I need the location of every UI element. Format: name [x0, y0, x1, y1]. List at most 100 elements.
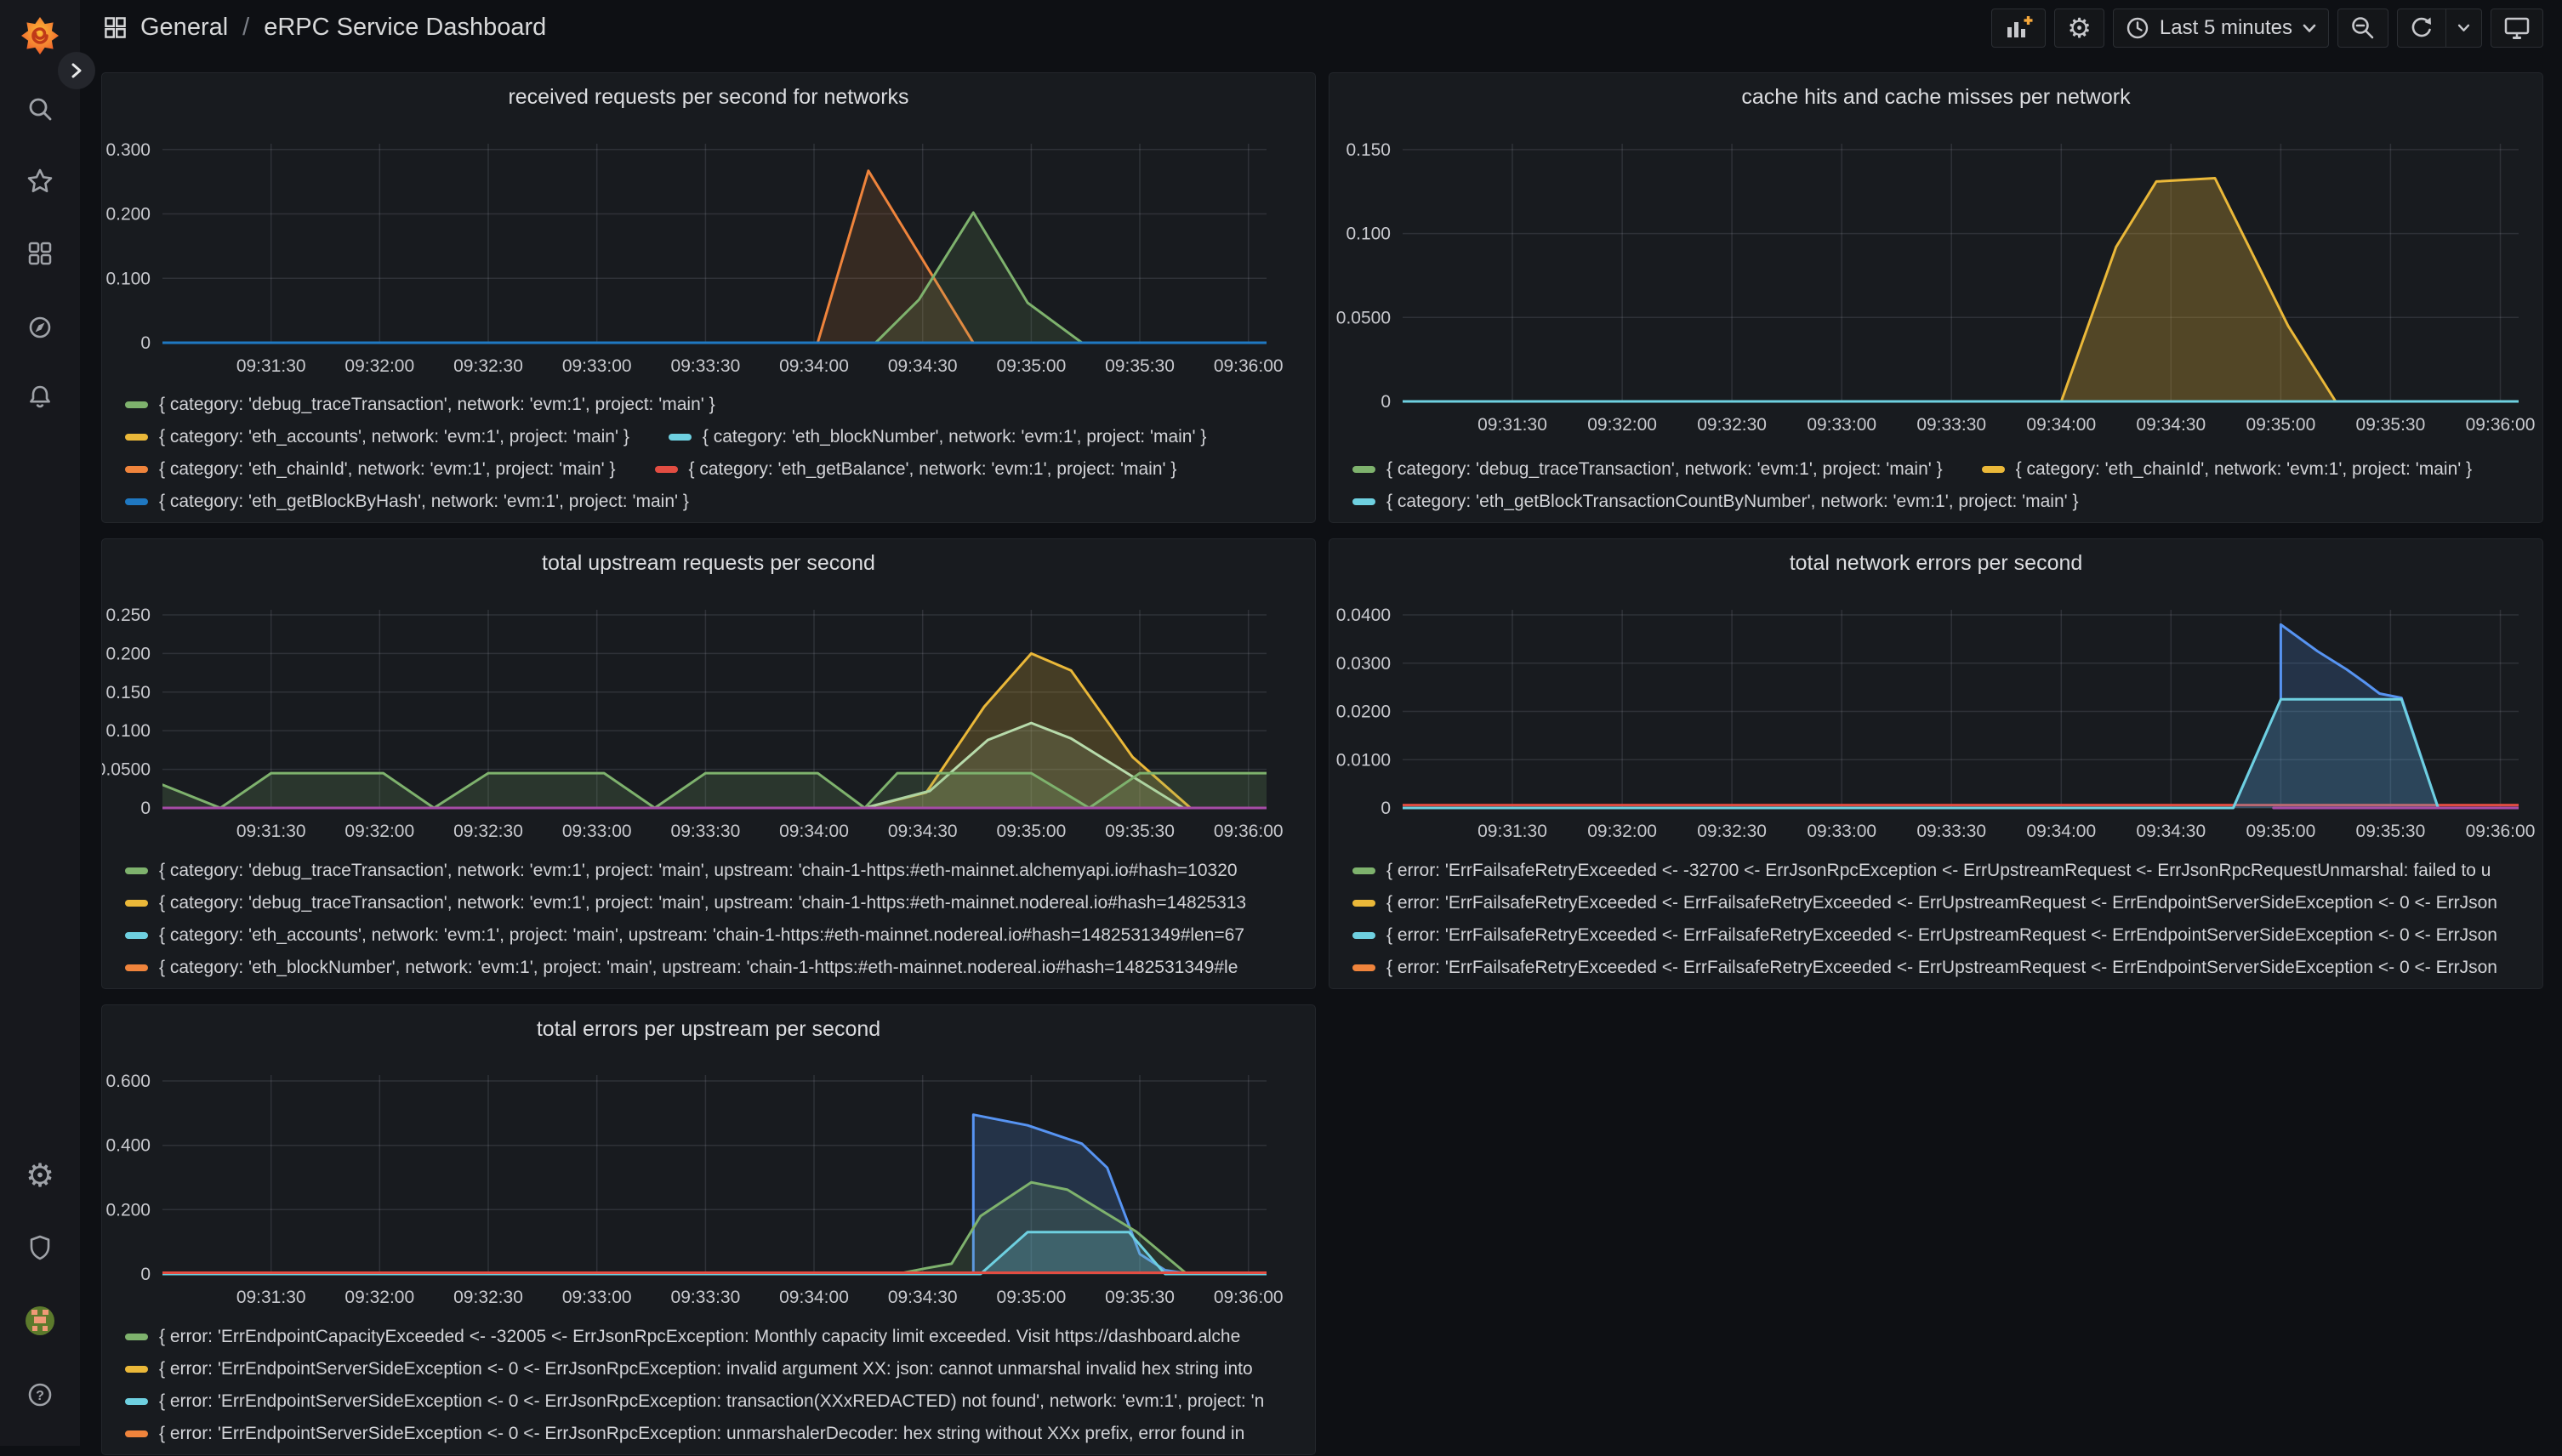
refresh-button[interactable] — [2398, 9, 2445, 47]
svg-text:?: ? — [36, 1389, 44, 1403]
panel-title[interactable]: total errors per upstream per second — [536, 1017, 881, 1041]
legend-item[interactable]: { category: 'eth_blockNumber', network: … — [668, 427, 1206, 447]
legend-item[interactable]: { category: 'eth_getBalance', network: '… — [654, 459, 1177, 480]
svg-text:09:35:00: 09:35:00 — [997, 356, 1067, 376]
refresh-interval-dropdown[interactable] — [2445, 9, 2481, 47]
legend-label: { category: 'eth_accounts', network: 'ev… — [159, 925, 1245, 945]
legend-item[interactable]: { error: 'ErrFailsafeRetryExceeded <- Er… — [1352, 925, 2497, 946]
svg-text:09:33:30: 09:33:30 — [1916, 822, 1986, 841]
legend-swatch — [125, 932, 148, 939]
legend-swatch — [125, 466, 148, 473]
svg-text:09:32:00: 09:32:00 — [344, 1288, 414, 1307]
svg-text:09:35:00: 09:35:00 — [997, 822, 1067, 841]
zoom-out-icon — [2352, 17, 2374, 39]
legend-row: { category: 'eth_getBlockByHash', networ… — [125, 486, 1307, 518]
legend-label: { category: 'debug_traceTransaction', ne… — [159, 893, 1247, 913]
svg-text:0.100: 0.100 — [1346, 225, 1391, 244]
legend-swatch — [125, 900, 148, 907]
sidebar-item-profile[interactable] — [0, 1305, 80, 1336]
svg-text:09:32:00: 09:32:00 — [344, 356, 414, 376]
svg-text:09:34:30: 09:34:30 — [2136, 822, 2206, 841]
panel-title[interactable]: received requests per second for network… — [508, 85, 909, 109]
legend-label: { category: 'debug_traceTransaction', ne… — [159, 395, 715, 414]
legend-label: { category: 'eth_accounts', network: 'ev… — [159, 427, 629, 446]
svg-text:09:31:30: 09:31:30 — [236, 1288, 306, 1307]
dashboard-settings-button[interactable]: ⚙ — [2054, 9, 2104, 48]
svg-text:09:34:00: 09:34:00 — [2026, 822, 2096, 841]
legend-row: { error: 'ErrFailsafeRetryExceeded <- -3… — [1352, 855, 2534, 887]
legend-item[interactable]: { error: 'ErrEndpointServerSideException… — [125, 1359, 1253, 1379]
legend-label: { error: 'ErrEndpointServerSideException… — [159, 1424, 1245, 1443]
svg-text:09:32:30: 09:32:30 — [1697, 415, 1767, 435]
svg-text:0.100: 0.100 — [105, 721, 151, 741]
svg-text:09:34:00: 09:34:00 — [779, 822, 849, 841]
panel-p2: cache hits and cache misses per network 0… — [1329, 72, 2543, 523]
legend-item[interactable]: { error: 'ErrEndpointServerSideException… — [125, 1391, 1264, 1412]
chevron-right-icon — [71, 63, 82, 78]
sidebar-item-server-admin[interactable] — [0, 1233, 80, 1262]
legend-swatch — [1352, 466, 1375, 473]
svg-text:0.0200: 0.0200 — [1336, 702, 1391, 722]
legend-item[interactable]: { category: 'eth_getBlockByHash', networ… — [125, 492, 689, 512]
zoom-out-button[interactable] — [2337, 9, 2388, 48]
sidebar-item-explore[interactable] — [0, 313, 80, 342]
add-panel-button[interactable] — [1991, 9, 2047, 48]
legend-item[interactable]: { category: 'debug_traceTransaction', ne… — [125, 861, 1238, 881]
sidebar-item-dashboards[interactable] — [0, 239, 80, 268]
legend-swatch — [125, 434, 148, 441]
svg-text:09:32:00: 09:32:00 — [1587, 415, 1657, 435]
legend-item[interactable]: { category: 'debug_traceTransaction', ne… — [1352, 459, 1943, 480]
sidebar-item-starred[interactable] — [0, 167, 80, 196]
svg-text:09:36:00: 09:36:00 — [1214, 1288, 1284, 1307]
legend-item[interactable]: { error: 'ErrFailsafeRetryExceeded <- Er… — [1352, 893, 2497, 913]
legend-item[interactable]: { error: 'ErrEndpointServerSideException… — [125, 1424, 1244, 1444]
breadcrumb-folder[interactable]: General — [140, 14, 229, 41]
kiosk-tv-mode-button[interactable] — [2491, 9, 2543, 48]
legend-item[interactable]: { category: 'eth_accounts', network: 'ev… — [125, 427, 629, 447]
legend-row: { category: 'eth_accounts', network: 'ev… — [125, 421, 1307, 453]
legend-item[interactable]: { category: 'eth_accounts', network: 'ev… — [125, 925, 1244, 946]
panel-title[interactable]: cache hits and cache misses per network — [1741, 85, 2131, 109]
refresh-icon — [2411, 17, 2431, 37]
legend-row: { category: 'debug_traceTransaction', ne… — [125, 855, 1307, 887]
svg-text:09:34:30: 09:34:30 — [2136, 415, 2206, 435]
legend-item[interactable]: { category: 'debug_traceTransaction', ne… — [125, 395, 715, 415]
legend-item[interactable]: { category: 'eth_chainId', network: 'evm… — [125, 459, 616, 480]
svg-text:09:32:00: 09:32:00 — [344, 822, 414, 841]
sidebar-item-alerting[interactable] — [0, 383, 80, 412]
panel-title[interactable]: total network errors per second — [1789, 551, 2083, 575]
legend-label: { category: 'eth_blockNumber', network: … — [159, 958, 1238, 977]
breadcrumb: General / eRPC Service Dashboard — [103, 14, 546, 42]
legend-row: { error: 'ErrEndpointServerSideException… — [125, 1353, 1307, 1385]
svg-text:09:31:30: 09:31:30 — [1477, 822, 1547, 841]
sidebar-item-configuration[interactable]: ⚙ — [0, 1160, 80, 1192]
legend-row: { error: 'ErrEndpointCapacityExceeded <-… — [125, 1321, 1307, 1353]
svg-text:0: 0 — [140, 333, 151, 353]
legend-row: { category: 'eth_getBlockTransactionCoun… — [1352, 486, 2534, 518]
legend-item[interactable]: { category: 'eth_getBlockTransactionCoun… — [1352, 492, 2079, 512]
legend-item[interactable]: { category: 'eth_blockNumber', network: … — [125, 958, 1238, 978]
sidebar-expand-button[interactable] — [58, 52, 95, 89]
svg-text:09:32:30: 09:32:30 — [453, 356, 523, 376]
svg-text:0.0500: 0.0500 — [102, 760, 151, 780]
svg-text:09:33:00: 09:33:00 — [562, 822, 632, 841]
legend-item[interactable]: { error: 'ErrFailsafeRetryExceeded <- Er… — [1352, 958, 2497, 978]
legend-item[interactable]: { category: 'eth_chainId', network: 'evm… — [1981, 459, 2472, 480]
sidebar-item-help[interactable]: ? — [0, 1380, 80, 1409]
panel-title[interactable]: total upstream requests per second — [542, 551, 875, 575]
legend-item[interactable]: { error: 'ErrEndpointCapacityExceeded <-… — [125, 1327, 1240, 1347]
legend-item[interactable]: { error: 'ErrFailsafeRetryExceeded <- -3… — [1352, 861, 2491, 881]
legend-item[interactable]: { category: 'debug_traceTransaction', ne… — [125, 893, 1246, 913]
legend-swatch — [125, 1398, 148, 1405]
legend-label: { category: 'debug_traceTransaction', ne… — [159, 861, 1238, 880]
svg-text:09:32:00: 09:32:00 — [1587, 822, 1657, 841]
svg-text:0.300: 0.300 — [105, 140, 151, 160]
grafana-logo[interactable] — [0, 15, 80, 54]
legend-row: { category: 'debug_traceTransaction', ne… — [125, 389, 1307, 421]
sidebar-item-search[interactable] — [0, 94, 80, 123]
grafana-logo-icon — [21, 17, 59, 54]
legend-label: { category: 'eth_getBalance', network: '… — [688, 459, 1177, 479]
time-range-picker[interactable]: Last 5 minutes — [2112, 9, 2329, 48]
legend-row: { category: 'eth_blockNumber', network: … — [125, 952, 1307, 984]
